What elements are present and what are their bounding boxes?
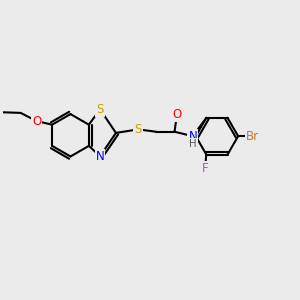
Text: O: O — [172, 108, 182, 121]
Text: N: N — [96, 150, 104, 163]
Text: H: H — [189, 139, 196, 148]
Text: Br: Br — [246, 130, 259, 143]
Text: O: O — [32, 115, 41, 128]
Text: S: S — [134, 123, 142, 136]
Text: S: S — [96, 103, 104, 116]
Text: N: N — [188, 130, 197, 143]
Text: F: F — [202, 162, 208, 175]
